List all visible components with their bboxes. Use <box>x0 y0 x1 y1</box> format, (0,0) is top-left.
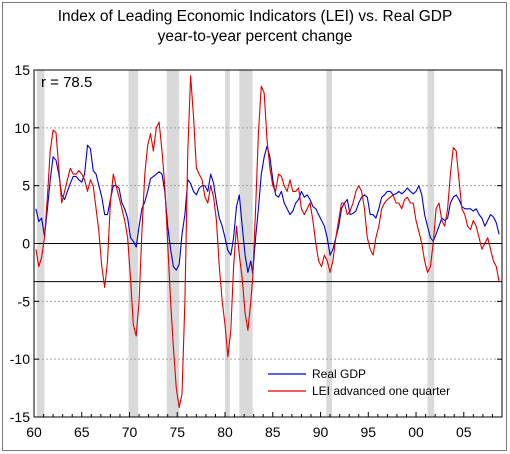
y-tick-label: -10 <box>10 351 30 367</box>
x-tick-label: 95 <box>360 424 376 440</box>
x-tick-label: 60 <box>26 424 42 440</box>
x-tick-label: 70 <box>122 424 138 440</box>
x-tick-label: 05 <box>456 424 472 440</box>
series-lines <box>35 75 500 409</box>
x-tick-label: 65 <box>74 424 90 440</box>
series-line-real-gdp <box>35 144 500 275</box>
correlation-annotation: r = 78.5 <box>41 74 92 91</box>
reference-lines <box>34 243 502 283</box>
y-tick-label: -5 <box>18 293 31 309</box>
x-axis-ticks: 60 65 70 75 80 85 90 95 00 05 <box>26 412 503 440</box>
legend-label: Real GDP <box>312 367 366 381</box>
x-tick-label: 75 <box>169 424 185 440</box>
series-line-lei <box>35 75 500 409</box>
chart-title: Index of Leading Economic Indicators (LE… <box>57 8 453 25</box>
x-tick-label: 80 <box>217 424 233 440</box>
x-tick-label: 90 <box>313 424 329 440</box>
y-axis-ticks: 15 10 5 0 -5 -10 -15 <box>10 62 502 425</box>
x-tick-label: 00 <box>408 424 424 440</box>
y-tick-label: 10 <box>14 120 30 136</box>
chart-subtitle: year-to-year percent change <box>157 28 353 45</box>
legend-label: LEI advanced one quarter <box>312 384 450 398</box>
x-tick-label: 85 <box>265 424 281 440</box>
legend: Real GDP LEI advanced one quarter <box>268 367 450 398</box>
y-tick-label: 0 <box>22 236 30 252</box>
y-tick-label: 15 <box>14 62 30 78</box>
y-tick-label: -15 <box>10 409 30 425</box>
y-tick-label: 5 <box>22 178 30 194</box>
